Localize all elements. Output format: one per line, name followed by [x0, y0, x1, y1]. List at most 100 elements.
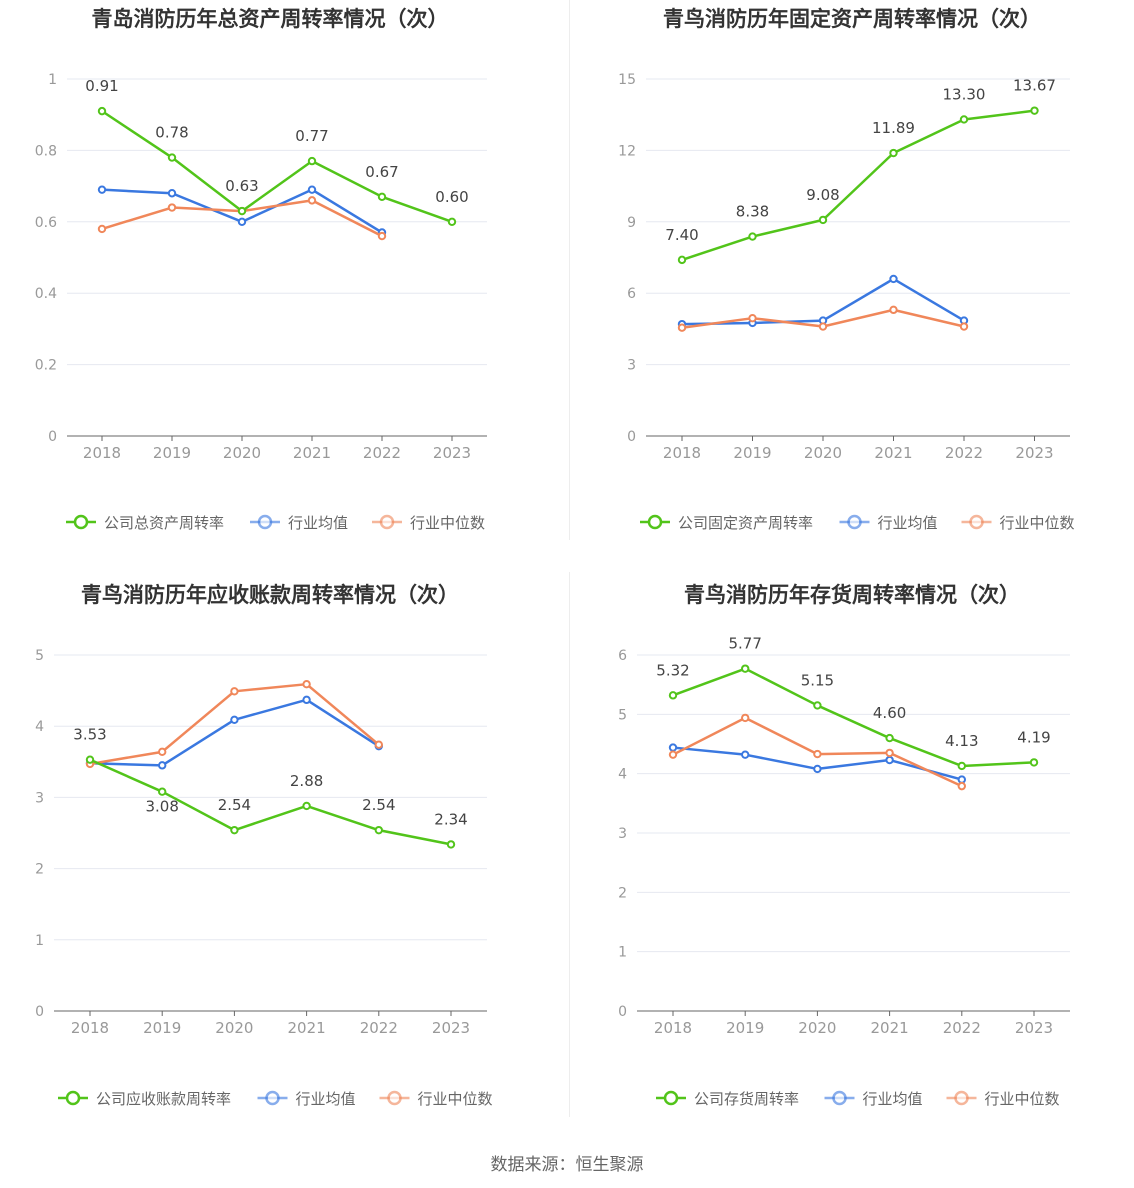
data-point [167, 189, 177, 198]
data-point [230, 715, 239, 724]
data-label: 9.08 [806, 186, 839, 204]
data-point [957, 775, 966, 784]
data-label: 3.08 [145, 798, 178, 816]
data-point [818, 215, 828, 225]
data-point [677, 323, 687, 332]
y-tick-label: 4 [618, 767, 627, 783]
y-tick-label: 2 [618, 885, 627, 901]
x-tick-label: 2018 [83, 444, 121, 462]
chart-panel-3: 青鸟消防历年应收账款周转率情况（次） 0 1 2 3 4 5 2018 2019 2020 2021… [35, 583, 492, 1108]
data-label: 0.60 [435, 188, 468, 206]
data-point [307, 196, 317, 205]
x-tick-label: 2020 [798, 1019, 836, 1037]
y-tick-label: 15 [618, 72, 636, 88]
data-point [813, 749, 822, 759]
data-point [741, 713, 750, 723]
x-tick-label: 2019 [143, 1019, 181, 1037]
data-point [377, 231, 387, 241]
series-line-company [672, 667, 1035, 768]
x-tick-label: 2018 [654, 1019, 692, 1037]
data-point [889, 148, 898, 158]
data-point [957, 761, 966, 771]
data-label: 0.91 [85, 77, 118, 95]
x-tick-label: 2021 [293, 444, 331, 462]
data-point [748, 232, 757, 241]
y-tick-label: 2 [35, 862, 44, 878]
y-tick-label: 9 [627, 215, 636, 231]
data-point [230, 687, 239, 696]
legend-item-industry-median[interactable]: 行业中位数 [379, 1090, 493, 1108]
legend-item-company[interactable]: 公司固定资产周转率 [640, 514, 813, 532]
data-label: 11.89 [872, 119, 915, 137]
legend-item-company[interactable]: 公司应收账款周转率 [58, 1090, 231, 1108]
legend-label: 公司存货周转率 [694, 1090, 799, 1108]
data-point [885, 755, 894, 765]
legend-item-industry-average[interactable]: 行业均值 [250, 514, 348, 532]
data-point [668, 743, 678, 752]
legend-item-industry-median[interactable]: 行业中位数 [946, 1090, 1060, 1108]
legend-marker [265, 1090, 280, 1106]
data-point [889, 305, 898, 315]
x-tick-label: 2023 [433, 444, 471, 462]
data-label: 13.67 [1013, 77, 1056, 95]
data-point [302, 695, 311, 705]
data-label: 7.40 [665, 226, 698, 244]
data-point [307, 185, 317, 194]
data-point [813, 764, 822, 774]
data-point [237, 217, 247, 227]
x-tick-label: 2018 [71, 1019, 109, 1037]
legend-marker [257, 514, 273, 530]
x-tick-label: 2023 [432, 1019, 470, 1037]
y-tick-label: 3 [627, 358, 636, 374]
legend-item-industry-average[interactable]: 行业均值 [824, 1090, 923, 1108]
x-tick-label: 2023 [1015, 444, 1053, 462]
legend-item-industry-median[interactable]: 行业中位数 [961, 514, 1075, 532]
legend-marker [832, 1090, 847, 1106]
x-tick-label: 2023 [1015, 1019, 1053, 1037]
x-tick-label: 2021 [874, 444, 912, 462]
data-point [959, 322, 969, 331]
x-tick-label: 2019 [726, 1019, 764, 1037]
legend-item-company[interactable]: 公司存货周转率 [656, 1090, 799, 1108]
x-tick-label: 2020 [804, 444, 842, 462]
data-label: 3.53 [73, 726, 106, 744]
data-point [374, 740, 383, 749]
legend-label: 行业均值 [296, 1090, 356, 1108]
x-tick-label: 2022 [363, 444, 401, 462]
legend-marker [65, 1090, 81, 1106]
x-tick-label: 2021 [871, 1019, 909, 1037]
x-tick-label: 2022 [360, 1019, 398, 1037]
data-point [885, 748, 894, 758]
data-label: 8.38 [736, 203, 769, 221]
y-tick-label: 3 [35, 790, 44, 806]
legend-marker [379, 514, 395, 530]
chart-title: 青鸟消防历年固定资产周转率情况（次） [663, 7, 1041, 31]
data-point [959, 115, 969, 124]
data-label: 0.77 [295, 127, 328, 145]
legend-item-industry-average[interactable]: 行业均值 [839, 514, 938, 532]
data-point [307, 156, 317, 166]
legend-marker [847, 514, 862, 530]
series-line-company [681, 109, 1035, 262]
data-label: 4.60 [873, 704, 906, 722]
legend-item-industry-average[interactable]: 行业均值 [257, 1090, 356, 1108]
chart-panel-1: 青岛消防历年总资产周转率情况（次） 0 0.2 0.4 0.6 0.8 1 2018 2019 2… [35, 7, 487, 532]
data-point [302, 801, 311, 811]
legend-item-company[interactable]: 公司总资产周转率 [66, 514, 224, 532]
data-point [158, 787, 167, 796]
series-line-company [101, 110, 453, 223]
data-label: 2.34 [434, 810, 467, 828]
y-tick-label: 12 [618, 143, 636, 159]
data-label: 4.19 [1017, 728, 1050, 746]
data-point [813, 701, 822, 710]
legend-marker [647, 514, 663, 530]
data-point [818, 322, 828, 331]
series-line-industry-median [89, 682, 380, 766]
data-point [889, 274, 898, 284]
chart-panel-4: 青鸟消防历年存货周转率情况（次） 0 1 2 3 4 5 6 2018 2019 2020 2021 2… [618, 583, 1070, 1108]
y-tick-label: 1 [35, 933, 44, 949]
y-tick-label: 0.6 [35, 215, 57, 231]
data-label: 2.88 [290, 772, 323, 790]
y-tick-label: 0 [48, 429, 57, 445]
legend-item-industry-median[interactable]: 行业中位数 [372, 514, 485, 532]
